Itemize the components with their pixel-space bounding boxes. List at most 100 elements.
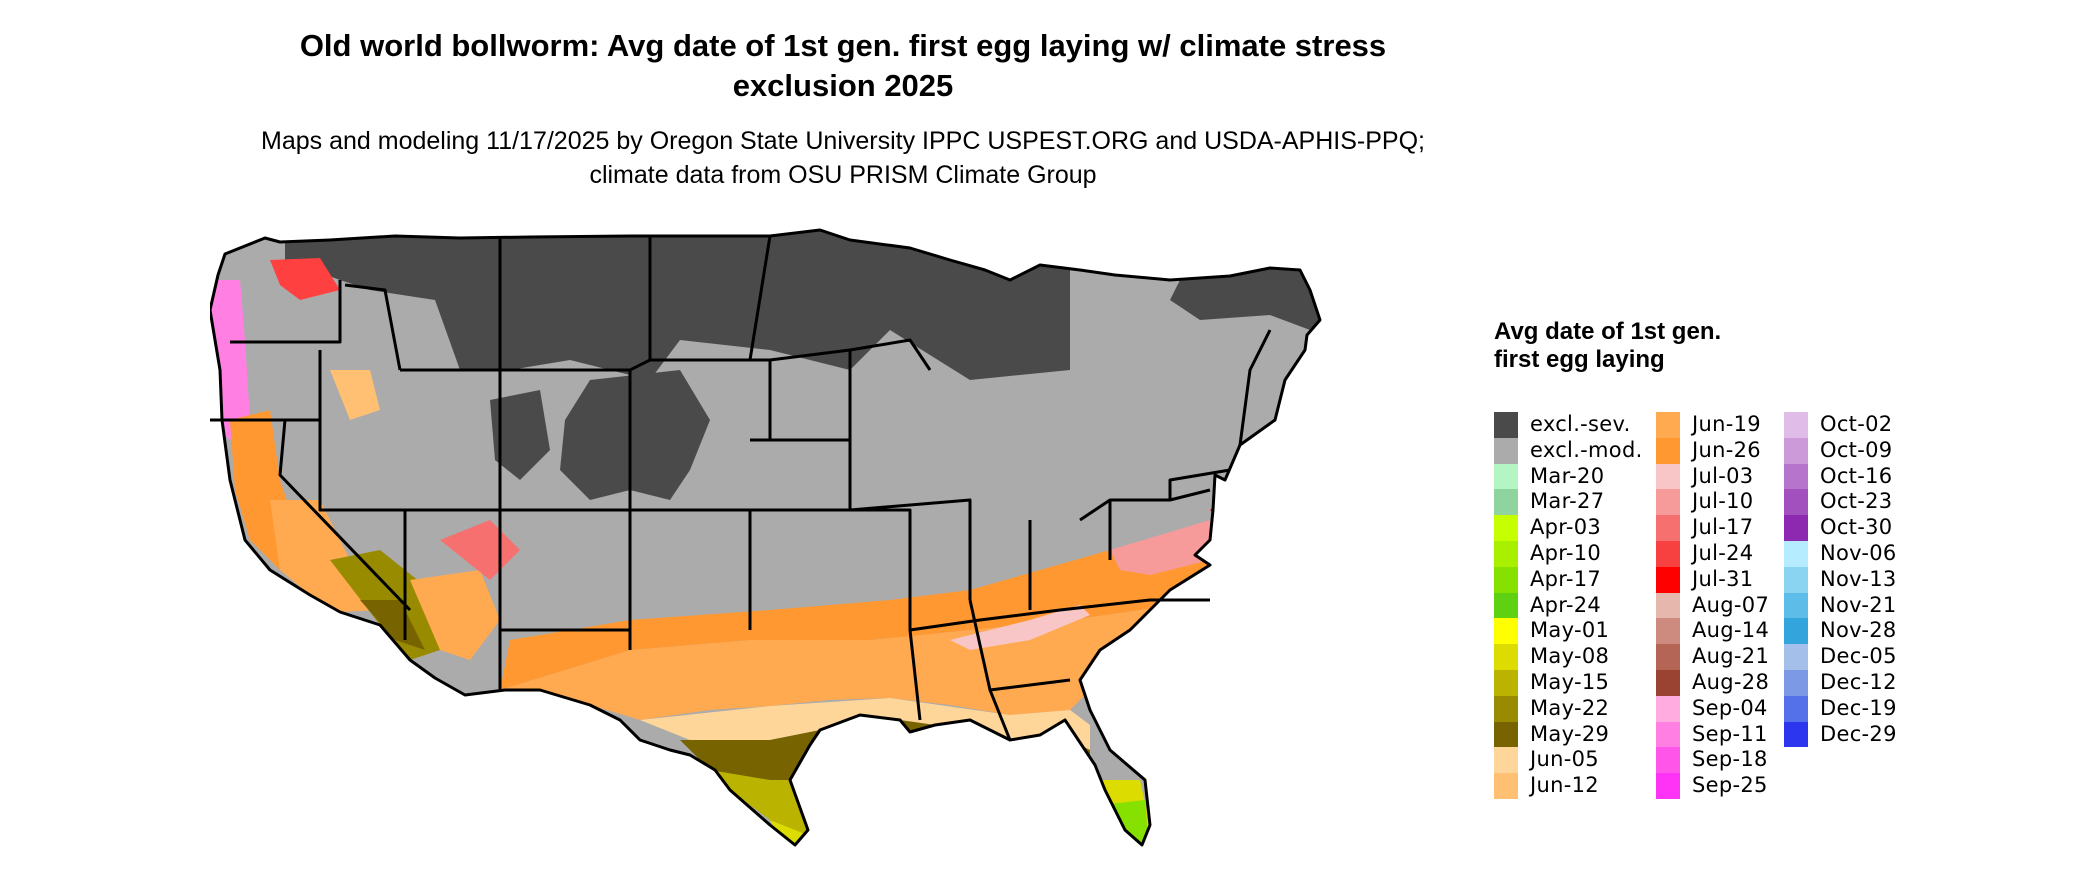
legend-swatch bbox=[1784, 721, 1808, 748]
legend-swatch bbox=[1656, 540, 1680, 567]
legend-label: Oct-30 bbox=[1820, 515, 1893, 540]
legend-item: Mar-20 bbox=[1494, 463, 1643, 490]
legend-label: Sep-11 bbox=[1692, 721, 1768, 746]
legend-label: Jul-24 bbox=[1692, 540, 1754, 565]
legend-label: May-01 bbox=[1530, 618, 1610, 643]
legend-swatch bbox=[1494, 644, 1518, 670]
legend-label: Aug-07 bbox=[1692, 592, 1770, 617]
legend-label: Oct-23 bbox=[1820, 489, 1893, 514]
legend-label: Jul-03 bbox=[1692, 463, 1754, 488]
legend-item: Jun-26 bbox=[1656, 437, 1769, 464]
legend-label: Jun-26 bbox=[1692, 437, 1761, 462]
legend-swatch bbox=[1494, 773, 1518, 799]
legend-swatch bbox=[1494, 747, 1518, 774]
legend-swatch bbox=[1784, 566, 1808, 593]
legend-swatch bbox=[1656, 489, 1680, 516]
legend-label: Jul-17 bbox=[1692, 515, 1754, 540]
legend-swatch bbox=[1656, 437, 1680, 464]
legend-label: Dec-19 bbox=[1820, 695, 1897, 720]
legend-item: Aug-21 bbox=[1656, 644, 1769, 670]
legend-swatch bbox=[1656, 463, 1680, 490]
legend-item: Aug-28 bbox=[1656, 669, 1770, 696]
legend-label: Oct-09 bbox=[1820, 437, 1893, 462]
legend-item: May-15 bbox=[1494, 669, 1643, 696]
legend-label: May-08 bbox=[1530, 644, 1610, 669]
legend-swatch bbox=[1656, 644, 1680, 670]
legend-item: Oct-23 bbox=[1784, 489, 1897, 516]
legend-item: Nov-28 bbox=[1784, 618, 1897, 645]
legend-label: Nov-06 bbox=[1820, 540, 1897, 565]
legend-label: May-22 bbox=[1530, 695, 1610, 720]
legend-item: Oct-09 bbox=[1784, 437, 1897, 464]
legend-swatch bbox=[1656, 515, 1680, 541]
map-title: Old world bollworm: Avg date of 1st gen.… bbox=[299, 28, 1387, 103]
legend-swatch bbox=[1784, 489, 1808, 516]
legend-item: Dec-05 bbox=[1784, 644, 1897, 670]
legend-label: Dec-29 bbox=[1820, 721, 1897, 746]
legend-label: May-15 bbox=[1530, 669, 1610, 694]
legend-item: Jun-12 bbox=[1494, 773, 1643, 799]
legend-item: Oct-02 bbox=[1784, 412, 1897, 438]
legend-swatch bbox=[1494, 540, 1518, 567]
legend-item: Sep-04 bbox=[1656, 695, 1769, 722]
legend-label: Nov-21 bbox=[1820, 592, 1897, 617]
legend-item: May-08 bbox=[1494, 644, 1643, 670]
legend-swatch bbox=[1784, 644, 1808, 670]
legend-swatch bbox=[1494, 515, 1518, 541]
legend-swatch bbox=[1656, 773, 1680, 799]
map-subtitle: Maps and modeling 11/17/2025 by Oregon S… bbox=[261, 127, 1425, 189]
legend-swatch bbox=[1656, 695, 1680, 722]
legend-item: Apr-10 bbox=[1494, 540, 1643, 567]
legend-label: Apr-10 bbox=[1530, 540, 1602, 565]
legend-item: Dec-29 bbox=[1784, 721, 1897, 748]
legend-item: Sep-11 bbox=[1656, 721, 1769, 748]
legend-label: Aug-21 bbox=[1692, 644, 1770, 669]
legend-swatch bbox=[1784, 592, 1808, 619]
legend-swatch bbox=[1656, 669, 1680, 696]
legend-label: Mar-27 bbox=[1530, 489, 1605, 514]
legend-swatch bbox=[1784, 515, 1808, 541]
legend-item: Apr-03 bbox=[1494, 515, 1643, 541]
legend-item: Jul-31 bbox=[1656, 566, 1769, 593]
legend-swatch bbox=[1656, 747, 1680, 774]
legend-swatch bbox=[1656, 412, 1680, 438]
legend-label: Sep-04 bbox=[1692, 695, 1768, 720]
legend-label: Oct-16 bbox=[1820, 463, 1893, 488]
legend-item: May-29 bbox=[1494, 721, 1643, 748]
legend-label: May-29 bbox=[1530, 721, 1610, 746]
legend-label: Dec-12 bbox=[1820, 669, 1897, 694]
legend-swatch bbox=[1494, 463, 1518, 490]
legend-swatch bbox=[1784, 412, 1808, 438]
legend-item: Nov-06 bbox=[1784, 540, 1897, 567]
legend-swatch bbox=[1494, 566, 1518, 593]
legend-swatch bbox=[1494, 721, 1518, 748]
legend-label: excl.-sev. bbox=[1530, 412, 1631, 436]
legend-label: Aug-28 bbox=[1692, 669, 1770, 694]
legend-item: Aug-07 bbox=[1656, 592, 1770, 619]
legend-item: May-22 bbox=[1494, 695, 1643, 722]
legend-label: Mar-20 bbox=[1530, 463, 1605, 488]
legend-swatch bbox=[1656, 592, 1680, 619]
legend-swatch bbox=[1656, 566, 1680, 593]
legend-label: Jul-31 bbox=[1692, 566, 1754, 591]
legend-label: Jun-19 bbox=[1692, 412, 1761, 436]
legend-item: Aug-14 bbox=[1656, 618, 1770, 645]
legend-item: Sep-25 bbox=[1656, 773, 1769, 799]
legend-item: excl.-sev. bbox=[1494, 412, 1643, 438]
legend-swatch bbox=[1784, 695, 1808, 722]
legend-label: excl.-mod. bbox=[1530, 437, 1643, 462]
legend-item: Nov-13 bbox=[1784, 566, 1897, 593]
legend-item: Jun-19 bbox=[1656, 412, 1769, 438]
legend-label: Apr-17 bbox=[1530, 566, 1602, 591]
legend-swatch bbox=[1784, 463, 1808, 490]
legend-item: Jul-17 bbox=[1656, 515, 1769, 541]
legend-item: Jul-24 bbox=[1656, 540, 1769, 567]
legend-item: Dec-19 bbox=[1784, 695, 1897, 722]
legend-swatch bbox=[1784, 618, 1808, 645]
legend-label: Sep-25 bbox=[1692, 773, 1768, 798]
legend-swatch bbox=[1494, 592, 1518, 619]
legend-swatch bbox=[1494, 669, 1518, 696]
legend-swatch bbox=[1784, 437, 1808, 464]
legend-swatch bbox=[1494, 412, 1518, 438]
legend-label: Aug-14 bbox=[1692, 618, 1770, 643]
